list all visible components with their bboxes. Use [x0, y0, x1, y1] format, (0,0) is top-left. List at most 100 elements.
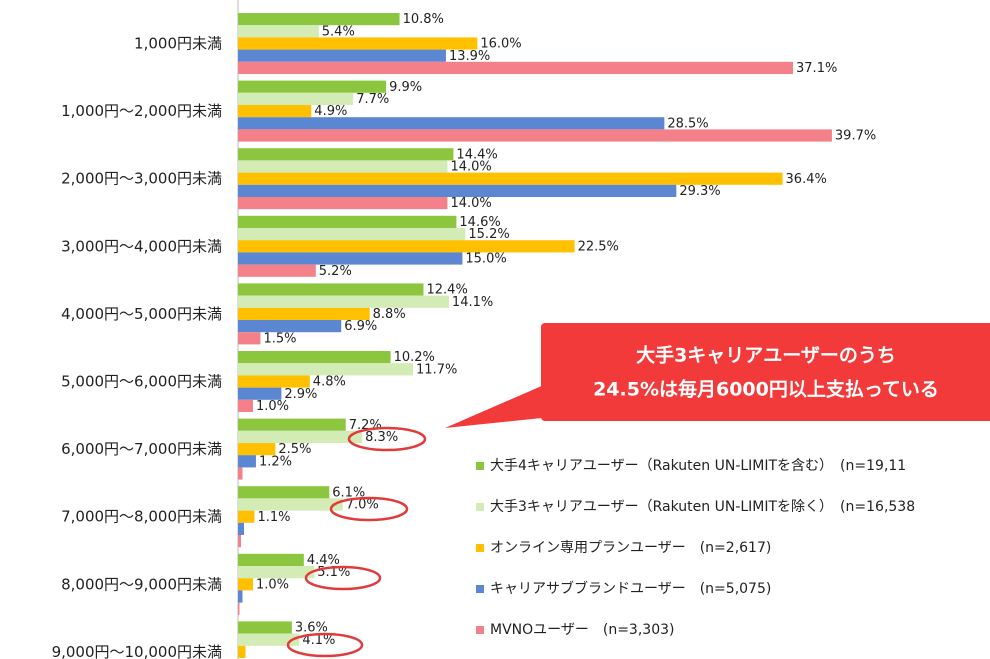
value-label: 15.0% [465, 252, 506, 267]
legend-label: MVNOユーザー (n=3,303) [490, 622, 674, 638]
category-label: 4,000円～5,000円未満 [61, 305, 222, 323]
bar [238, 240, 575, 253]
callout-text: 大手3キャリアユーザーのうち [636, 344, 896, 367]
value-label: 4.1% [302, 633, 335, 648]
value-label: 1.1% [257, 510, 290, 525]
bar [238, 455, 256, 468]
value-label: 13.9% [449, 49, 490, 64]
legend-label: 大手3キャリアユーザー（Rakuten UN-LIMITを除く） (n=16,5… [490, 499, 915, 515]
value-label: 4.4% [307, 553, 340, 568]
bar [238, 92, 354, 105]
bar [238, 13, 400, 26]
highlight [329, 496, 409, 522]
value-label: 6.9% [344, 319, 377, 334]
value-label: 14.1% [452, 295, 493, 310]
bar [238, 332, 261, 345]
bar [238, 197, 448, 210]
value-label: 11.7% [416, 362, 457, 377]
bar [238, 80, 387, 93]
bar [238, 320, 342, 333]
value-label: 5.4% [322, 24, 355, 39]
value-label: 8.8% [373, 307, 406, 322]
bar [238, 264, 316, 277]
category-label: 1,000円未満 [134, 35, 222, 53]
legend-swatch [476, 626, 484, 634]
bar [238, 418, 346, 431]
bar [238, 283, 424, 296]
bar [238, 590, 243, 603]
value-label: 7.7% [356, 92, 389, 107]
value-label: 16.0% [480, 37, 521, 52]
value-label: 15.2% [468, 227, 509, 242]
legend-label: 大手4キャリアユーザー（Rakuten UN-LIMITを含む） (n=19,1… [490, 458, 906, 474]
highlight-circles [286, 426, 427, 658]
bar [238, 307, 370, 320]
bar [238, 363, 414, 376]
legend-label: オンライン専用プランユーザー (n=2,617) [490, 540, 771, 556]
legend-swatch [476, 503, 484, 511]
bar [238, 633, 300, 646]
value-label: 1.2% [259, 454, 292, 469]
bar [238, 252, 463, 265]
bar [238, 295, 449, 308]
callout-text: 24.5%は毎月6000円以上支払っている [593, 378, 939, 401]
category-label: 9,000円～10,000円未満 [52, 643, 222, 659]
bar [238, 522, 244, 535]
value-label: 4.8% [313, 375, 346, 390]
callout: 大手3キャリアユーザーのうち 24.5%は毎月6000円以上支払っている [445, 323, 990, 428]
value-label: 2.9% [284, 387, 317, 402]
value-label: 8.3% [365, 430, 398, 445]
bar [238, 129, 832, 142]
highlight [286, 632, 364, 658]
bar [238, 578, 253, 591]
bar [238, 566, 315, 579]
bar [238, 621, 292, 634]
bar [238, 61, 794, 74]
category-label: 3,000円～4,000円未満 [61, 237, 222, 255]
category-label: 1,000円～2,000円未満 [61, 102, 222, 120]
bar [238, 215, 457, 228]
highlight [304, 565, 382, 591]
callout-box [541, 323, 990, 421]
bar [238, 49, 446, 62]
bar [238, 430, 363, 443]
bar [238, 399, 253, 412]
bar [238, 184, 677, 197]
value-label: 6.1% [332, 485, 365, 500]
value-label: 36.4% [786, 172, 827, 187]
bar [238, 105, 312, 118]
bar [238, 148, 454, 161]
value-label: 14.0% [450, 160, 491, 175]
value-label: 14.4% [456, 147, 497, 162]
bar [238, 117, 665, 130]
bar [238, 443, 276, 456]
bar [238, 37, 478, 50]
category-label: 7,000円～8,000円未満 [61, 508, 222, 526]
value-label: 3.6% [295, 621, 328, 636]
legend-label: キャリアサブブランドユーザー (n=5,075) [490, 580, 771, 597]
value-label: 14.6% [459, 215, 500, 230]
legend-swatch [476, 544, 484, 552]
bars: 1,000円未満 10.8% 5.4% 16.0%13.9% 37.1% 1,000円～2… [52, 12, 877, 659]
legend-swatch [476, 585, 484, 593]
bar [238, 553, 304, 566]
value-label: 4.9% [314, 104, 347, 119]
legend: 大手4キャリアユーザー（Rakuten UN-LIMITを含む） (n=19,1… [476, 458, 915, 638]
value-label: 12.4% [427, 283, 468, 298]
value-label: 14.0% [450, 196, 491, 211]
value-label: 1.0% [256, 577, 289, 592]
highlight [347, 426, 427, 452]
value-label: 9.9% [389, 80, 422, 95]
value-label: 2.5% [278, 442, 311, 457]
bar [238, 510, 255, 523]
bar [238, 375, 310, 388]
value-label: 29.3% [679, 184, 720, 199]
value-label: 5.2% [319, 264, 352, 279]
bar [238, 467, 243, 480]
bar [238, 351, 391, 364]
bar [238, 172, 783, 185]
value-label: 37.1% [796, 61, 837, 76]
value-label: 10.8% [403, 12, 444, 27]
